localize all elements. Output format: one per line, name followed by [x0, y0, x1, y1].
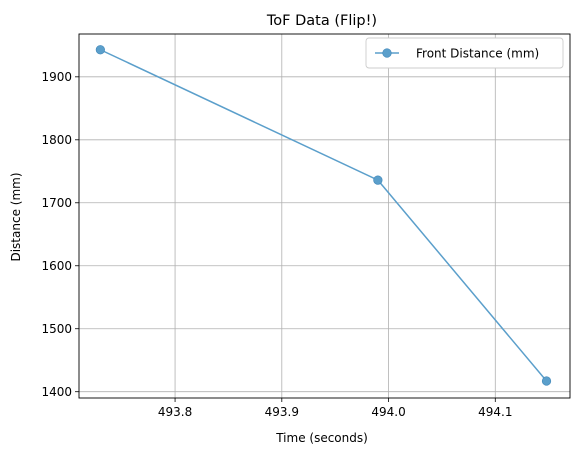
data-point [541, 376, 552, 386]
y-tick-label: 1500 [41, 322, 72, 336]
y-axis-ticks: 1400 1500 1600 1700 1800 1900 [41, 70, 79, 399]
y-tick-label: 1700 [41, 196, 72, 210]
plot-area-frame [78, 33, 571, 399]
y-axis-label: Distance (mm) [9, 172, 23, 261]
y-tick-label: 1400 [41, 385, 72, 399]
grid-lines [79, 34, 570, 398]
legend-box [365, 37, 564, 69]
x-axis-label: Time (seconds) [275, 431, 368, 445]
data-point [95, 45, 105, 55]
legend-marker [382, 48, 392, 58]
x-axis-ticks: 493.8 493.9 494.0 494.1 [158, 398, 512, 419]
data-point [373, 175, 383, 185]
x-tick-label: 494.1 [478, 405, 512, 419]
x-tick-label: 494.0 [371, 405, 405, 419]
legend: Front Distance (mm) [365, 37, 564, 69]
y-tick-label: 1900 [41, 70, 72, 84]
y-tick-label: 1800 [41, 133, 72, 147]
legend-label: Front Distance (mm) [416, 47, 539, 61]
y-tick-label: 1600 [41, 259, 72, 273]
x-tick-label: 493.8 [158, 405, 192, 419]
series-layer [95, 45, 552, 386]
x-tick-label: 493.9 [265, 405, 299, 419]
chart-title: ToF Data (Flip!) [266, 13, 377, 29]
